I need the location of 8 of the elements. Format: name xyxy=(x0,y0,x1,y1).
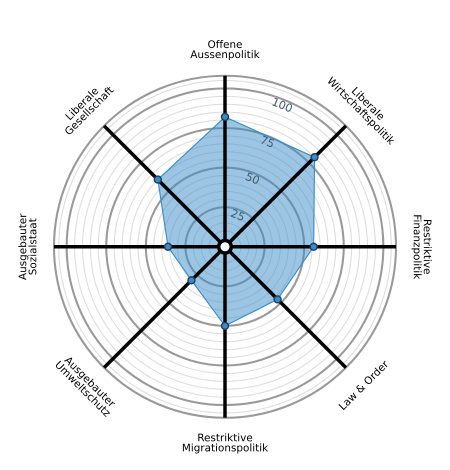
y-tick-label: 75 xyxy=(260,136,275,148)
y-tick-label: 50 xyxy=(245,172,260,185)
y-tick-label: 100 xyxy=(272,98,294,113)
spoke-label: Restriktive Finanzpolitik xyxy=(412,215,432,280)
spoke-label: Ausgebauter Sozialstaat xyxy=(18,213,36,280)
spoke-label: Restriktive Migrationspolitik xyxy=(182,433,268,454)
y-tick-label: 25 xyxy=(230,208,246,222)
spoke-label: Offene Aussenpolitik xyxy=(190,40,260,60)
